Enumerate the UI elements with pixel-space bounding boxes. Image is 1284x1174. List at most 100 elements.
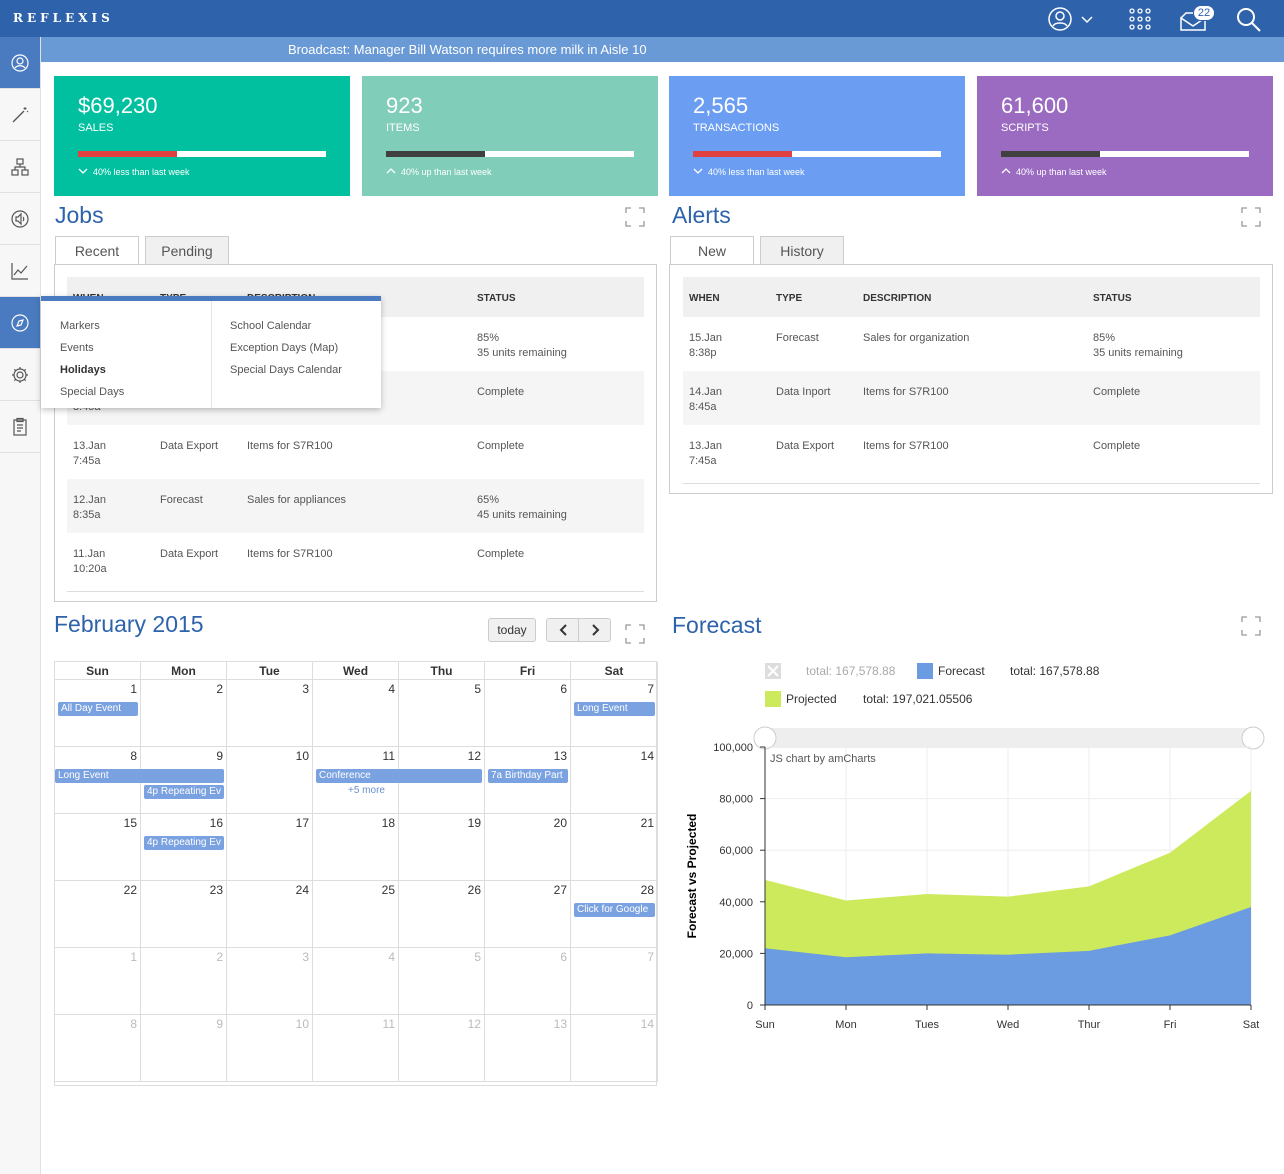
- day-cell[interactable]: 13: [485, 747, 571, 814]
- more-events-link[interactable]: +5 more: [348, 785, 385, 796]
- day-cell[interactable]: 2: [141, 680, 227, 747]
- day-cell[interactable]: 12: [399, 747, 485, 814]
- sidebar-item-navigation[interactable]: [0, 297, 40, 349]
- day-cell[interactable]: 4: [313, 948, 399, 1015]
- day-cell[interactable]: 12: [399, 1015, 485, 1082]
- tab-new[interactable]: New: [670, 236, 754, 265]
- menu-item-events[interactable]: Events: [60, 342, 94, 354]
- day-cell[interactable]: 5: [399, 680, 485, 747]
- menu-item-exception-days[interactable]: Exception Days (Map): [230, 342, 339, 354]
- calendar-event[interactable]: Conference: [316, 769, 482, 783]
- expand-icon[interactable]: [1241, 616, 1261, 636]
- sidebar-item-wizard[interactable]: [0, 89, 40, 141]
- day-cell[interactable]: 23: [141, 881, 227, 948]
- day-cell[interactable]: 6: [485, 948, 571, 1015]
- legend-forecast-label[interactable]: Forecast: [938, 664, 985, 678]
- chevron-down-icon[interactable]: [1077, 4, 1097, 34]
- day-cell[interactable]: 3: [227, 948, 313, 1015]
- table-row[interactable]: 11.Jan 10:20a Data Export Items for S7R100 C…: [67, 533, 644, 587]
- legend-projected-swatch[interactable]: [765, 691, 781, 707]
- sidebar-item-profile[interactable]: [0, 37, 40, 89]
- day-cell[interactable]: 21: [571, 814, 658, 881]
- tab-pending[interactable]: Pending: [145, 236, 229, 265]
- day-cell[interactable]: 10: [227, 747, 313, 814]
- legend-projected-label[interactable]: Projected: [786, 692, 837, 706]
- tab-history[interactable]: History: [760, 236, 844, 265]
- tab-recent[interactable]: Recent: [55, 236, 139, 265]
- user-icon[interactable]: [1045, 4, 1075, 34]
- table-row[interactable]: 13.Jan 7:45a Data Export Items for S7R100 Co…: [67, 425, 644, 479]
- prev-month-button[interactable]: [546, 618, 579, 642]
- expand-icon[interactable]: [625, 624, 645, 644]
- day-cell[interactable]: 11: [313, 1015, 399, 1082]
- day-cell[interactable]: 16: [141, 814, 227, 881]
- calendar-event[interactable]: Long Event: [574, 702, 655, 716]
- sidebar-item-settings[interactable]: [0, 349, 40, 401]
- expand-icon[interactable]: [1241, 207, 1261, 227]
- day-cell[interactable]: 26: [399, 881, 485, 948]
- day-cell[interactable]: 1: [55, 680, 141, 747]
- day-cell[interactable]: 27: [485, 881, 571, 948]
- menu-item-markers[interactable]: Markers: [60, 320, 100, 332]
- calendar-event[interactable]: Click for Google: [574, 903, 655, 917]
- kpi-card-sales[interactable]: $69,230 SALES 40% less than last week: [54, 76, 350, 196]
- search-icon[interactable]: [1233, 4, 1263, 34]
- day-cell[interactable]: 7: [571, 948, 658, 1015]
- day-cell[interactable]: 20: [485, 814, 571, 881]
- menu-item-special-days[interactable]: Special Days: [60, 386, 125, 398]
- day-cell[interactable]: 8: [55, 1015, 141, 1082]
- calendar-event[interactable]: 4p Repeating Ev: [144, 836, 224, 850]
- apps-grid-icon[interactable]: [1125, 4, 1155, 34]
- table-row[interactable]: 12.Jan 8:35a Forecast Sales for appliances 6…: [67, 479, 644, 533]
- day-cell[interactable]: 22: [55, 881, 141, 948]
- kpi-card-items[interactable]: 923 ITEMS 40% up than last week: [362, 76, 658, 196]
- calendar-event[interactable]: 7a Birthday Part: [488, 769, 568, 783]
- day-cell[interactable]: 19: [399, 814, 485, 881]
- day-cell[interactable]: 14: [571, 747, 658, 814]
- kpi-card-scripts[interactable]: 61,600 SCRIPTS 40% up than last week: [977, 76, 1273, 196]
- column-header[interactable]: TYPE: [776, 293, 803, 304]
- expand-icon[interactable]: [625, 207, 645, 227]
- sidebar-item-hierarchy[interactable]: [0, 141, 40, 193]
- next-month-button[interactable]: [578, 618, 611, 642]
- day-cell[interactable]: 7: [571, 680, 658, 747]
- legend-hidden-series-icon[interactable]: [765, 663, 781, 679]
- column-header[interactable]: STATUS: [1093, 293, 1132, 304]
- day-cell[interactable]: 28: [571, 881, 658, 948]
- day-cell[interactable]: 5: [399, 948, 485, 1015]
- day-cell[interactable]: 4: [313, 680, 399, 747]
- day-cell[interactable]: 14: [571, 1015, 658, 1082]
- day-cell[interactable]: 1: [55, 948, 141, 1015]
- reflexis-logo[interactable]: REFLEXIS: [13, 11, 114, 25]
- day-cell[interactable]: 13: [485, 1015, 571, 1082]
- day-cell[interactable]: 17: [227, 814, 313, 881]
- table-row[interactable]: 14.Jan 8:45a Data Inport Items for S7R100 Co…: [683, 371, 1260, 425]
- day-cell[interactable]: 6: [485, 680, 571, 747]
- column-header[interactable]: STATUS: [477, 293, 516, 304]
- column-header[interactable]: DESCRIPTION: [863, 293, 932, 304]
- column-header[interactable]: WHEN: [689, 293, 720, 304]
- day-cell[interactable]: 24: [227, 881, 313, 948]
- day-cell[interactable]: 15: [55, 814, 141, 881]
- day-cell[interactable]: 10: [227, 1015, 313, 1082]
- today-button[interactable]: today: [488, 618, 536, 642]
- day-cell[interactable]: 18: [313, 814, 399, 881]
- day-cell[interactable]: 9: [141, 747, 227, 814]
- day-cell[interactable]: 9: [141, 1015, 227, 1082]
- sidebar-item-analytics[interactable]: [0, 245, 40, 297]
- day-cell[interactable]: 2: [141, 948, 227, 1015]
- day-cell[interactable]: 3: [227, 680, 313, 747]
- legend-forecast-swatch[interactable]: [917, 663, 933, 679]
- menu-item-holidays[interactable]: Holidays: [60, 364, 106, 376]
- calendar-event[interactable]: 4p Repeating Ev: [144, 785, 224, 799]
- kpi-card-transactions[interactable]: 2,565 TRANSACTIONS 40% less than last week: [669, 76, 965, 196]
- sidebar-item-tasks[interactable]: [0, 401, 40, 453]
- calendar-event[interactable]: Long Event: [55, 769, 224, 783]
- calendar-event[interactable]: All Day Event: [58, 702, 138, 716]
- sidebar-item-broadcast[interactable]: [0, 193, 40, 245]
- table-row[interactable]: 85% 35 units remaining: [67, 317, 644, 371]
- menu-item-school-calendar[interactable]: School Calendar: [230, 320, 312, 332]
- table-row[interactable]: 13.Jan 7:45a Data Export Items for S7R100 Co…: [683, 425, 1260, 479]
- menu-item-special-days-calendar[interactable]: Special Days Calendar: [230, 364, 342, 376]
- table-row[interactable]: 15.Jan 8:38p Forecast Sales for organizatio…: [683, 317, 1260, 371]
